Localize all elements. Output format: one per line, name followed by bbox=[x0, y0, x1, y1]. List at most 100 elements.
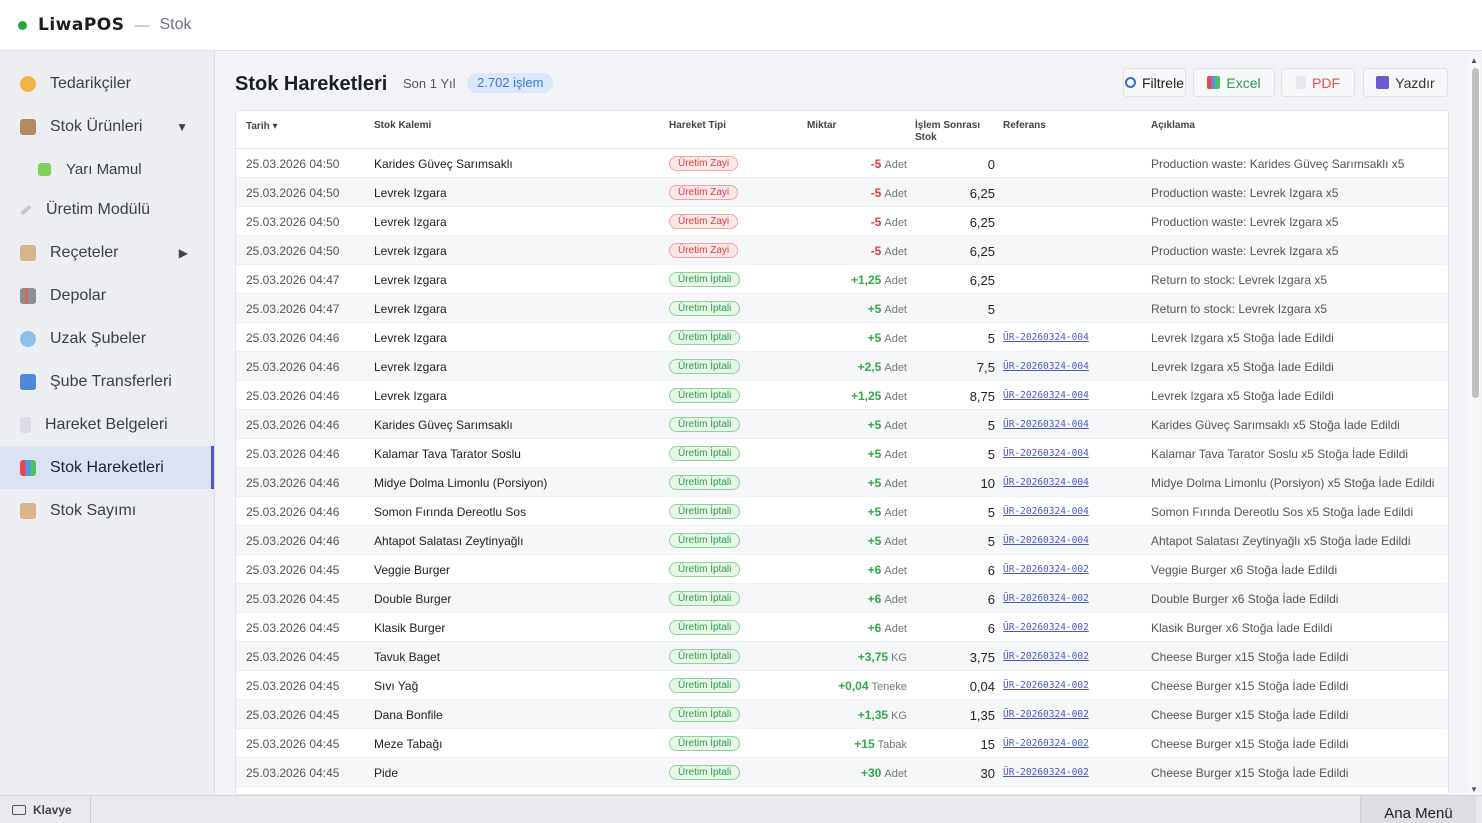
table-row[interactable]: 25.03.2026 04:45 Tavuk Baget Üretim İptali… bbox=[236, 642, 1448, 671]
sidebar-item-label: Reçeteler bbox=[50, 243, 119, 261]
scroll-down-icon[interactable]: ▼ bbox=[1470, 785, 1478, 794]
reference-link[interactable]: ÜR-20260324-002 bbox=[1003, 709, 1089, 720]
period-label: Son 1 Yıl bbox=[403, 76, 456, 91]
sidebar-item-uzak-subeler[interactable]: Uzak Şubeler bbox=[0, 317, 214, 360]
sidebar-item-tedarikciler[interactable]: Tedarikçiler bbox=[0, 62, 214, 105]
transfer-icon bbox=[20, 373, 36, 390]
main-menu-button[interactable]: Ana Menü bbox=[1360, 796, 1476, 823]
filter-button[interactable]: Filtrele bbox=[1123, 68, 1186, 97]
cell-after-stock: 5 bbox=[987, 505, 995, 520]
excel-button[interactable]: Excel bbox=[1193, 68, 1275, 97]
table-row[interactable]: 25.03.2026 04:47 Levrek Izgara Üretim İpta… bbox=[236, 294, 1448, 323]
pdf-button[interactable]: PDF bbox=[1281, 68, 1355, 97]
table-row[interactable]: 25.03.2026 04:46 Somon Fırında Dereotlu S… bbox=[236, 497, 1448, 526]
reference-link[interactable]: ÜR-20260324-002 bbox=[1003, 680, 1089, 691]
cell-quantity: +0,04 Teneke bbox=[838, 679, 907, 693]
sidebar-item-stok-hareketleri[interactable]: Stok Hareketleri bbox=[0, 446, 214, 489]
reference-link[interactable]: ÜR-20260324-004 bbox=[1003, 535, 1089, 546]
sidebar-item-stok-sayimi[interactable]: Stok Sayımı bbox=[0, 489, 214, 532]
cell-item: Pide bbox=[374, 766, 399, 780]
reference-link[interactable]: ÜR-20260324-002 bbox=[1003, 767, 1089, 778]
reference-link[interactable]: ÜR-20260324-004 bbox=[1003, 390, 1089, 401]
quantity-unit: Adet bbox=[884, 420, 907, 432]
header-date[interactable]: Tarih ▾ bbox=[246, 121, 278, 132]
cell-item: Meze Tabağı bbox=[374, 737, 443, 751]
table-row[interactable]: 25.03.2026 04:46 Ahtapot Salatası Zeytiny… bbox=[236, 526, 1448, 555]
reference-link[interactable]: ÜR-20260324-004 bbox=[1003, 419, 1089, 430]
cell-quantity: -5 Adet bbox=[871, 215, 907, 229]
table-row[interactable]: 25.03.2026 04:47 Levrek Izgara Üretim İpta… bbox=[236, 265, 1448, 294]
table-row[interactable]: 25.03.2026 04:50 Levrek Izgara Üretim Zayi… bbox=[236, 178, 1448, 207]
table-row[interactable]: 25.03.2026 04:45 Veggie Burger Üretim İpta… bbox=[236, 555, 1448, 584]
reference-link[interactable]: ÜR-20260324-002 bbox=[1003, 564, 1089, 575]
sidebar-item-hareket-belgeleri[interactable]: Hareket Belgeleri bbox=[0, 403, 214, 446]
table-row[interactable]: 25.03.2026 04:45 Sıvı Yağ Üretim İptali +0,… bbox=[236, 671, 1448, 700]
reference-link[interactable]: ÜR-20260324-002 bbox=[1003, 593, 1089, 604]
sidebar-item-stok-urunleri[interactable]: Stok Ürünleri ▼ bbox=[0, 105, 214, 148]
sidebar-item-label: Şube Transferleri bbox=[50, 372, 172, 390]
table-row[interactable]: 25.03.2026 04:45 Meze Tabağı Üretim İptali… bbox=[236, 729, 1448, 758]
cell-item: Sıvı Yağ bbox=[374, 679, 419, 693]
sidebar-item-label: Stok Ürünleri bbox=[50, 117, 143, 135]
cell-item: Klasik Burger bbox=[374, 621, 446, 635]
cell-after-stock: 8,75 bbox=[969, 389, 995, 404]
reference-link[interactable]: ÜR-20260324-004 bbox=[1003, 361, 1089, 372]
cell-item: Somon Fırında Dereotlu Sos bbox=[374, 505, 527, 519]
cell-description: Karides Güveç Sarımsaklı x5 Stoğa İade E… bbox=[1151, 418, 1400, 432]
movement-type-badge: Üretim İptali bbox=[669, 301, 741, 316]
keyboard-button[interactable]: Klavye bbox=[0, 796, 91, 823]
cell-quantity: +1,35 KG bbox=[858, 708, 907, 722]
scrollbar-thumb[interactable] bbox=[1472, 68, 1479, 398]
table-row[interactable]: 25.03.2026 04:46 Kalamar Tava Tarator Sos… bbox=[236, 439, 1448, 468]
quantity-value: +2,5 bbox=[857, 360, 882, 374]
reference-link[interactable]: ÜR-20260324-004 bbox=[1003, 332, 1089, 343]
reference-link[interactable]: ÜR-20260324-002 bbox=[1003, 622, 1089, 633]
header-after-stock: İşlem Sonrası Stok bbox=[915, 120, 981, 143]
sidebar-item-sube-transferleri[interactable]: Şube Transferleri bbox=[0, 360, 214, 403]
quantity-unit: Adet bbox=[884, 565, 907, 577]
cell-date: 25.03.2026 04:46 bbox=[246, 360, 340, 374]
sidebar-item-yari-mamul[interactable]: Yarı Mamul bbox=[0, 148, 214, 191]
table-row[interactable]: 25.03.2026 04:45 Double Burger Üretim İpta… bbox=[236, 584, 1448, 613]
bottom-bar: Klavye Ana Menü bbox=[0, 795, 1482, 823]
table-row[interactable]: 25.03.2026 04:46 Levrek Izgara Üretim İpta… bbox=[236, 352, 1448, 381]
reference-link[interactable]: ÜR-20260324-002 bbox=[1003, 738, 1089, 749]
table-row[interactable]: 25.03.2026 04:45 Pide Üretim İptali +30 Adet… bbox=[236, 758, 1448, 787]
scroll-up-icon[interactable]: ▲ bbox=[1470, 56, 1478, 65]
chevron-right-icon[interactable]: ▶ bbox=[178, 245, 188, 260]
reference-link[interactable]: ÜR-20260324-004 bbox=[1003, 506, 1089, 517]
cell-item: Levrek Izgara bbox=[374, 186, 447, 200]
reference-link[interactable]: ÜR-20260324-004 bbox=[1003, 477, 1089, 488]
sidebar-item-receteler[interactable]: Reçeteler ▶ bbox=[0, 231, 214, 274]
quantity-value: +5 bbox=[867, 505, 882, 519]
quantity-unit: Adet bbox=[884, 507, 907, 519]
table-row[interactable]: 25.03.2026 04:45 Dana Bonfile Üretim İptal… bbox=[236, 700, 1448, 729]
table-row[interactable]: 25.03.2026 04:50 Levrek Izgara Üretim Zayi… bbox=[236, 207, 1448, 236]
table-row[interactable]: 25.03.2026 04:46 Levrek Izgara Üretim İpta… bbox=[236, 323, 1448, 352]
table-row[interactable]: 25.03.2026 04:46 Karides Güveç Sarımsaklı… bbox=[236, 410, 1448, 439]
cell-date: 25.03.2026 04:45 bbox=[246, 650, 340, 664]
sidebar-item-depolar[interactable]: Depolar bbox=[0, 274, 214, 317]
cell-date: 25.03.2026 04:46 bbox=[246, 476, 340, 490]
cell-after-stock: 5 bbox=[987, 418, 995, 433]
table-row[interactable]: 25.03.2026 04:46 Levrek Izgara Üretim İpta… bbox=[236, 381, 1448, 410]
cell-date: 25.03.2026 04:45 bbox=[246, 708, 340, 722]
table-row[interactable]: 25.03.2026 04:45 Klasik Burger Üretim İpta… bbox=[236, 613, 1448, 642]
cell-item: Levrek Izgara bbox=[374, 244, 447, 258]
table-row[interactable]: 25.03.2026 04:46 Midye Dolma Limonlu (Por… bbox=[236, 468, 1448, 497]
sidebar-item-label: Üretim Modülü bbox=[46, 200, 151, 218]
print-button[interactable]: Yazdır bbox=[1363, 68, 1448, 97]
header-type: Hareket Tipi bbox=[669, 120, 727, 131]
sidebar-item-uretim-modulu[interactable]: Üretim Modülü bbox=[0, 188, 214, 231]
cell-quantity: -5 Adet bbox=[871, 157, 907, 171]
movement-type-badge: Üretim İptali bbox=[669, 765, 741, 780]
table-row[interactable]: 25.03.2026 04:50 Karides Güveç Sarımsaklı… bbox=[236, 149, 1448, 178]
chevron-down-icon[interactable]: ▼ bbox=[176, 119, 188, 134]
main-content: Stok Hareketleri Son 1 Yıl 2.702 işlem F… bbox=[215, 51, 1467, 795]
quantity-value: +1,35 bbox=[857, 708, 889, 722]
reference-link[interactable]: ÜR-20260324-004 bbox=[1003, 448, 1089, 459]
quantity-value: +5 bbox=[867, 418, 882, 432]
reference-link[interactable]: ÜR-20260324-002 bbox=[1003, 651, 1089, 662]
table-row[interactable]: 25.03.2026 04:50 Levrek Izgara Üretim Zayi… bbox=[236, 236, 1448, 265]
quantity-value: +5 bbox=[867, 302, 882, 316]
